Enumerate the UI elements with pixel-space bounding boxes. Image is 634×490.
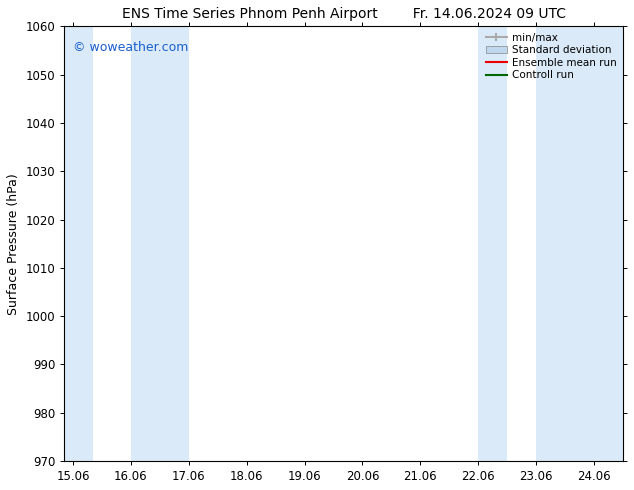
Y-axis label: Surface Pressure (hPa): Surface Pressure (hPa) (7, 173, 20, 315)
Legend: min/max, Standard deviation, Ensemble mean run, Controll run: min/max, Standard deviation, Ensemble me… (482, 29, 620, 83)
Bar (536, 26, 623, 461)
Title: ENS Time Series Phnom Penh Airport        Fr. 14.06.2024 09 UTC: ENS Time Series Phnom Penh Airport Fr. 1… (122, 7, 566, 21)
Text: © woweather.com: © woweather.com (73, 42, 188, 54)
Bar (64, 26, 93, 461)
Bar (131, 26, 189, 461)
Bar (478, 26, 507, 461)
